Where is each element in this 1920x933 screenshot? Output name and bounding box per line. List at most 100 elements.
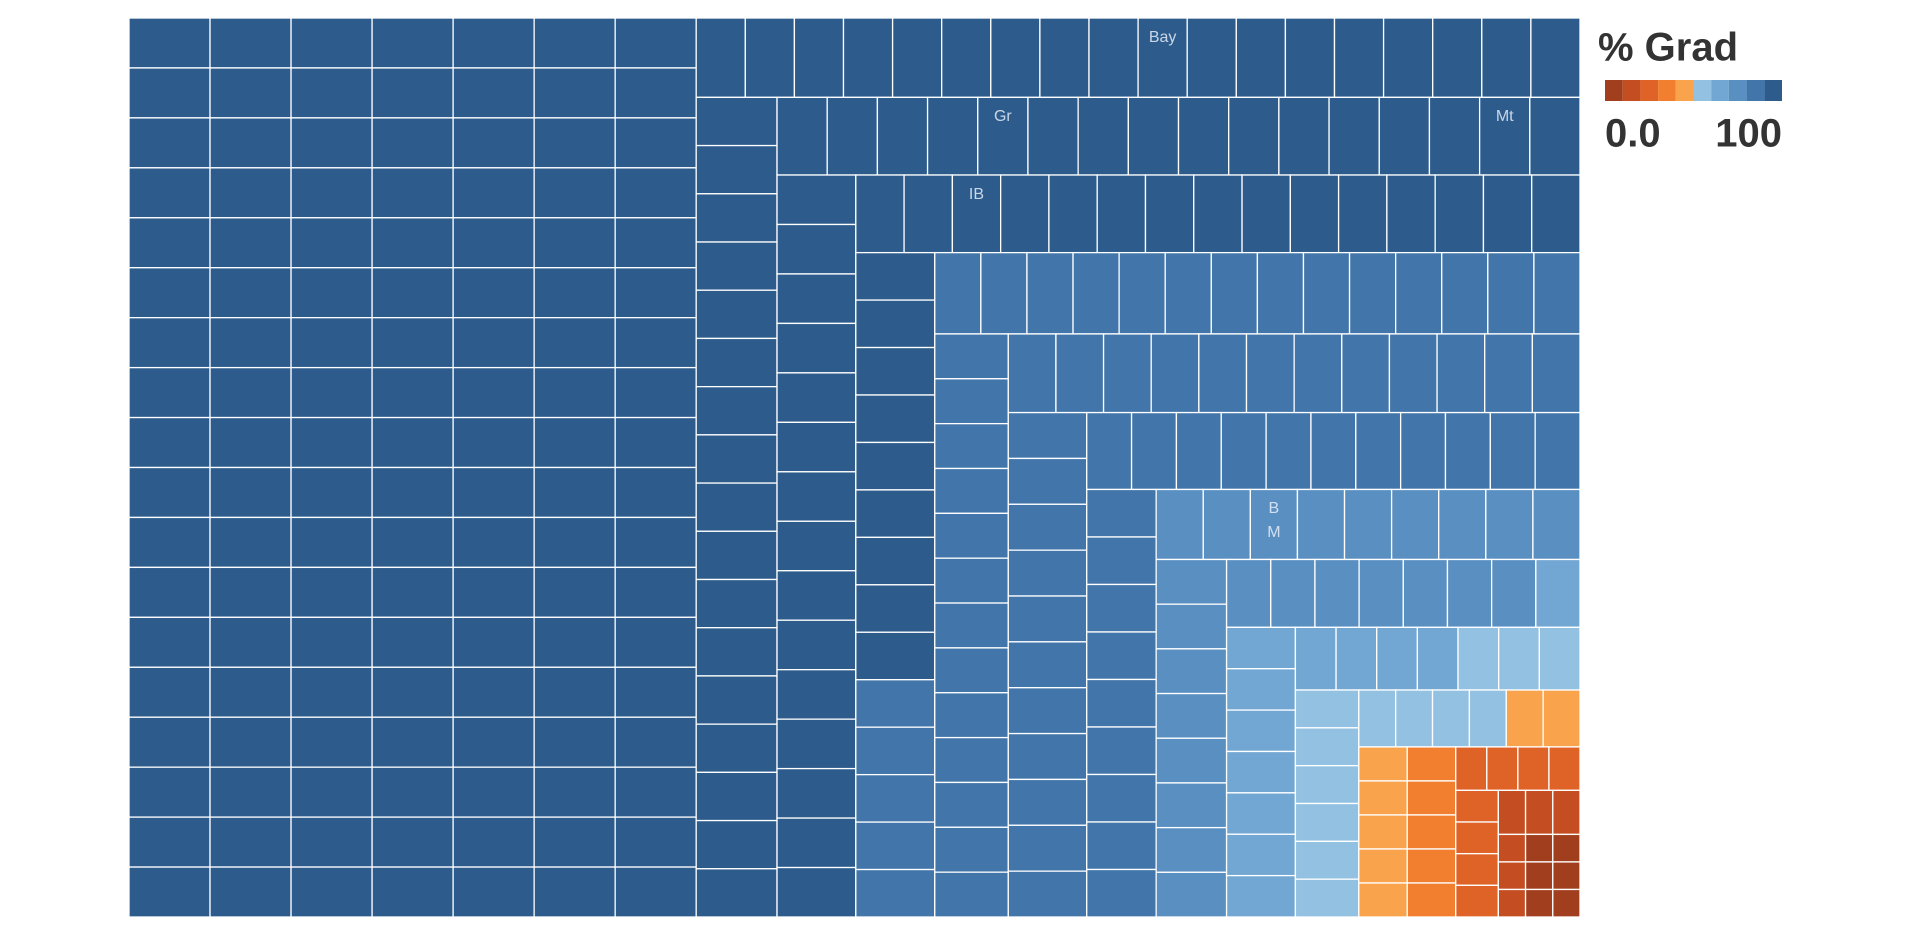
treemap-cell bbox=[776, 817, 857, 869]
treemap-cell bbox=[1294, 802, 1360, 842]
treemap-cell bbox=[452, 466, 535, 519]
treemap-cell bbox=[1294, 840, 1360, 880]
treemap-cell bbox=[452, 117, 535, 169]
treemap-cell bbox=[1328, 96, 1380, 176]
treemap-cell bbox=[1294, 878, 1360, 918]
treemap-cell bbox=[744, 17, 796, 99]
treemap-cell bbox=[128, 566, 211, 618]
treemap-cell bbox=[1406, 746, 1457, 782]
treemap-cell bbox=[1241, 174, 1291, 254]
treemap-cell bbox=[1048, 174, 1098, 254]
legend-swatch bbox=[1640, 80, 1659, 101]
treemap-cell bbox=[209, 516, 292, 569]
legend-swatch bbox=[1764, 80, 1782, 101]
treemap-cell bbox=[1225, 833, 1297, 877]
treemap-cell bbox=[1386, 174, 1436, 254]
treemap-cell bbox=[1376, 626, 1419, 691]
treemap-cell bbox=[934, 871, 1009, 918]
treemap-cell bbox=[1086, 411, 1133, 491]
treemap-cell bbox=[614, 167, 697, 219]
treemap-cell bbox=[1086, 773, 1157, 823]
treemap-cell bbox=[128, 317, 211, 369]
treemap-cell bbox=[1335, 626, 1378, 691]
treemap-cell bbox=[1235, 17, 1287, 99]
treemap-cell bbox=[776, 223, 857, 275]
treemap-cell bbox=[934, 467, 1009, 514]
treemap-cell bbox=[533, 466, 616, 519]
treemap-cell bbox=[614, 766, 697, 818]
treemap-cell bbox=[290, 816, 373, 868]
treemap-cell bbox=[371, 17, 454, 69]
treemap-cell bbox=[371, 117, 454, 169]
treemap-cell bbox=[1497, 861, 1527, 891]
treemap-cell bbox=[1270, 558, 1316, 628]
treemap-cell bbox=[371, 766, 454, 818]
treemap-cell bbox=[1343, 488, 1393, 561]
treemap-cell bbox=[1530, 17, 1581, 99]
treemap-cell bbox=[934, 692, 1009, 739]
treemap-cell bbox=[891, 17, 943, 99]
treemap-cell bbox=[1552, 861, 1581, 891]
treemap-cell bbox=[371, 566, 454, 618]
treemap-cell bbox=[1455, 884, 1499, 918]
treemap-cell bbox=[695, 144, 778, 195]
treemap-cell bbox=[876, 96, 929, 176]
treemap-cell bbox=[1552, 888, 1581, 918]
treemap-cell bbox=[209, 366, 292, 419]
treemap-cell bbox=[1086, 631, 1157, 681]
treemap-cell bbox=[1434, 174, 1485, 254]
treemap-cell bbox=[533, 267, 616, 319]
treemap-cell bbox=[695, 434, 778, 484]
treemap-cell bbox=[855, 536, 936, 586]
treemap-cell bbox=[209, 416, 292, 469]
treemap-cell bbox=[855, 679, 936, 728]
treemap-cell bbox=[776, 718, 857, 770]
treemap-cell bbox=[1088, 17, 1139, 99]
treemap-cell bbox=[209, 566, 292, 618]
treemap-cell bbox=[977, 96, 1029, 176]
treemap-cell bbox=[1438, 488, 1487, 561]
treemap-cell bbox=[614, 816, 697, 868]
treemap-cell bbox=[855, 441, 936, 491]
treemap-cell bbox=[926, 96, 979, 176]
treemap-cell bbox=[1486, 746, 1519, 792]
legend-title: % Grad bbox=[1598, 26, 1738, 70]
treemap-cell bbox=[1007, 411, 1088, 460]
treemap-cell bbox=[695, 819, 778, 870]
treemap-cell bbox=[776, 322, 857, 374]
treemap-cell bbox=[209, 17, 292, 69]
treemap-cell bbox=[1531, 333, 1581, 414]
treemap-cell bbox=[695, 771, 778, 822]
treemap-cell bbox=[855, 726, 936, 776]
treemap-cell bbox=[371, 217, 454, 269]
treemap-cell bbox=[452, 866, 535, 918]
treemap-cell bbox=[1532, 488, 1581, 561]
treemap-cell bbox=[1289, 174, 1340, 254]
treemap-cell bbox=[290, 616, 373, 668]
treemap-cell bbox=[1390, 488, 1440, 561]
treemap-cell bbox=[903, 174, 954, 254]
treemap-cell bbox=[1225, 626, 1297, 670]
treemap-cell bbox=[1155, 603, 1228, 650]
treemap-cell bbox=[128, 716, 211, 768]
treemap-cell bbox=[1086, 536, 1157, 586]
treemap-cell bbox=[1137, 17, 1188, 99]
treemap-cell bbox=[776, 372, 857, 423]
treemap-cell bbox=[209, 317, 292, 369]
treemap-cell bbox=[452, 716, 535, 768]
treemap-cell bbox=[614, 217, 697, 269]
treemap-cell bbox=[1225, 668, 1297, 711]
treemap-cell bbox=[452, 17, 535, 69]
treemap-cell bbox=[1348, 251, 1397, 335]
treemap-cell bbox=[371, 866, 454, 918]
treemap-cell bbox=[1086, 583, 1157, 633]
treemap-cell bbox=[452, 816, 535, 868]
treemap-cell bbox=[452, 516, 535, 569]
treemap-cell bbox=[614, 516, 697, 569]
treemap-cell bbox=[1524, 789, 1554, 836]
treemap-cell bbox=[1164, 251, 1212, 335]
treemap-cell bbox=[934, 512, 1009, 559]
treemap-cell bbox=[614, 17, 697, 69]
treemap-cell bbox=[1399, 411, 1447, 491]
treemap-cell bbox=[290, 67, 373, 119]
